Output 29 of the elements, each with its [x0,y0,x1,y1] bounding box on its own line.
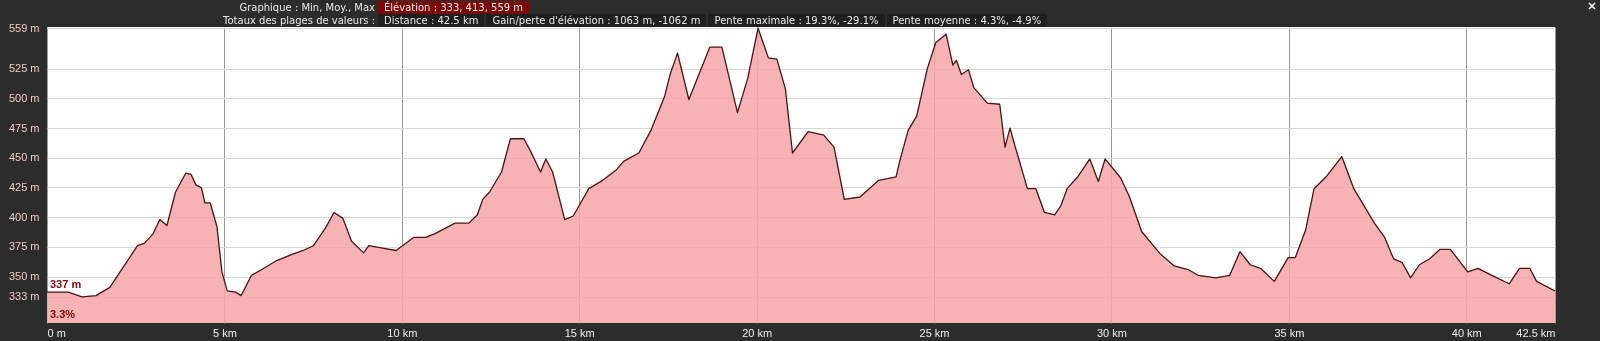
chart-title: Graphique : Min, Moy., Max [238,0,376,14]
y-tick-label: 500 m [8,91,40,104]
y-tick-label: 475 m [8,121,40,134]
text: Pente moyenne : 4.3%, -4.9% [886,14,1048,27]
y-tick-label: 375 m [8,240,40,253]
y-tick-label: 333 m [8,290,40,303]
x-tick-label: 42.5 km [1516,326,1556,339]
text: Distance : 42.5 km [378,14,485,27]
text: Pente maximale : 19.3%, -29.1% [708,14,885,27]
annotation: 3.3% [50,308,76,320]
x-tick-label: 15 km [564,326,595,339]
chart-subtitle: Totaux des plages de valeurs : [223,15,375,26]
text: Élévation : 333, 413, 559 m [378,0,530,14]
x-tick-label: 35 km [1274,326,1305,339]
annotation: 337 m [50,278,82,291]
x-tick-label: 30 km [1096,326,1127,339]
y-tick-label: 525 m [8,62,40,75]
x-tick-label: 25 km [919,326,950,339]
x-tick-label: 5 km [212,326,237,339]
y-tick-label: 425 m [8,180,40,193]
y-tick-label: 350 m [8,270,40,283]
x-tick-label: 0 m [47,326,66,339]
y-tick-label: 450 m [8,151,40,164]
x-tick-label: 20 km [742,326,773,339]
y-tick-label: 400 m [8,210,40,223]
x-tick-label: 40 km [1451,326,1482,339]
x-tick-label: 10 km [387,326,418,339]
y-tick-label: 559 m [8,21,40,34]
text: Gain/perte d'élévation : 1063 m, -1062 m [486,14,707,27]
